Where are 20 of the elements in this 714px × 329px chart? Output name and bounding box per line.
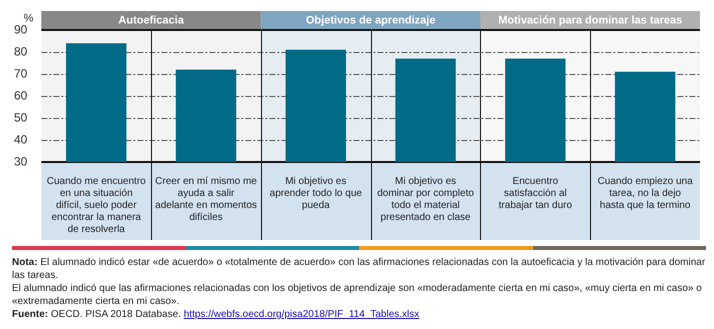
band-label: Objetivos de aprendizaje xyxy=(306,14,436,27)
y-axis-title: % xyxy=(24,12,34,25)
x-tick-label: Creer en mí mismo me ayuda a salir adelante en momentos difíciles xyxy=(155,176,258,223)
band-label: Autoeficacia xyxy=(118,14,185,27)
y-tick-label: 60 xyxy=(14,88,28,102)
text: El alumnado indicó que las afirmaciones relacionadas con los objetivos de aprendizaje son «moderadamente cierta en mi caso», «muy cierta en mi caso» o «extremadamente cierta en mi caso». xyxy=(12,282,703,308)
x-tick-label: Mi objetivo es aprender todo lo que pueda xyxy=(270,176,362,211)
x-tick-label: Cuando empiezo una tarea, no la dejo hasta que la termino xyxy=(598,176,694,211)
y-tick-label: 80 xyxy=(14,44,28,58)
text: Nota: El alumnado indicó estar «de acuerdo» o «totalmente de acuerdo» con las afirmaciones relacionadas con la autoeficacia y la motivación para dominar las tareas. xyxy=(12,256,706,282)
y-tick-label: 40 xyxy=(14,132,28,146)
y-tick-label: 70 xyxy=(14,66,28,80)
y-tick-label: 50 xyxy=(14,110,28,124)
x-tick-label: Encuentro satisfacción al trabajar tan duro xyxy=(498,176,572,211)
y-tick-label: 90 xyxy=(14,22,28,36)
source-note: Fuente: OECD. PISA 2018 Database. https://webfs.oecd.org/pisa2018/PIF_114_Tables.xlsx xyxy=(12,308,420,321)
x-tick-label: Mi objetivo es dominar por completo todo el material presentado en clase xyxy=(377,176,474,223)
band-label: Motivación para dominar las tareas xyxy=(498,14,682,27)
y-tick-label: 30 xyxy=(14,154,28,168)
x-tick-label: Cuando me encuentro en una situación difícil, suelo poder encontrar la manera de resolverla xyxy=(46,176,146,235)
